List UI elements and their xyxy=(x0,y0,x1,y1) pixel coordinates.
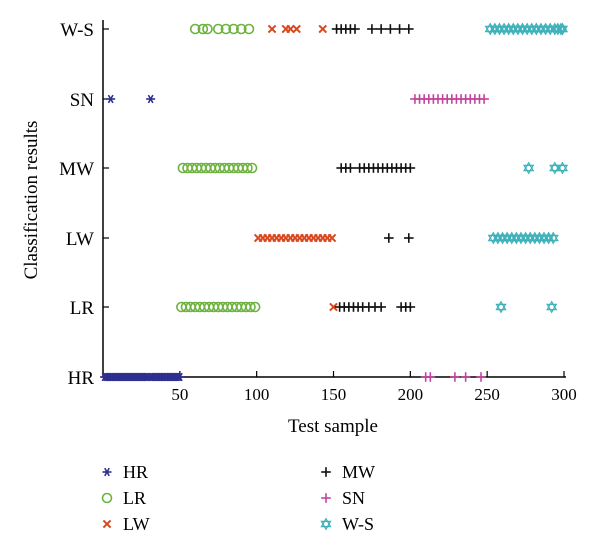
data-point xyxy=(450,372,460,382)
legend-label: HR xyxy=(123,462,148,482)
x-tick-label: 150 xyxy=(321,385,347,404)
data-point xyxy=(425,372,436,382)
data-point xyxy=(376,24,386,34)
legend-marker xyxy=(321,493,331,503)
legend-marker xyxy=(101,492,113,504)
data-point xyxy=(547,231,559,245)
legend-item: HR xyxy=(102,462,148,482)
x-tick-label: 200 xyxy=(398,385,424,404)
data-point xyxy=(405,302,416,312)
data-point xyxy=(329,302,338,312)
x-tick-label: 250 xyxy=(474,385,500,404)
series-lr xyxy=(176,23,261,313)
data-point xyxy=(385,24,396,34)
y-tick-label: MW xyxy=(59,159,94,180)
data-point xyxy=(220,23,232,35)
legend-label: W-S xyxy=(342,514,374,534)
data-point xyxy=(460,372,471,382)
data-point xyxy=(245,301,256,313)
y-tick-label: LW xyxy=(66,229,94,250)
data-point xyxy=(405,163,416,173)
series-lw xyxy=(253,24,338,312)
data-point xyxy=(523,161,535,175)
data-marks xyxy=(100,22,569,382)
data-point xyxy=(546,300,558,314)
series-w-s xyxy=(484,22,569,314)
data-point xyxy=(549,161,561,175)
y-axis-label: Classification results xyxy=(21,121,42,280)
legend-item: MW xyxy=(321,462,375,482)
data-point xyxy=(384,233,394,243)
legend-item: SN xyxy=(321,488,365,508)
legend-item: LW xyxy=(102,514,150,534)
y-tick-label: W-S xyxy=(60,20,94,41)
data-point xyxy=(175,372,185,382)
legend-item: W-S xyxy=(320,514,374,534)
data-point xyxy=(327,233,337,243)
data-point xyxy=(556,22,569,36)
series-hr xyxy=(100,94,185,382)
data-point xyxy=(197,23,209,35)
data-point xyxy=(403,24,414,34)
y-tick-label: HR xyxy=(68,368,95,389)
legend-label: LR xyxy=(123,488,146,508)
data-point xyxy=(189,23,201,35)
y-tick-label: SN xyxy=(70,90,95,111)
data-point xyxy=(212,23,224,35)
series-sn xyxy=(410,94,489,382)
data-point xyxy=(236,23,247,35)
data-point xyxy=(350,24,360,34)
x-tick-label: 100 xyxy=(244,385,270,404)
legend-marker xyxy=(321,467,331,477)
data-point xyxy=(249,301,261,313)
data-point xyxy=(202,23,213,35)
legend-marker xyxy=(102,467,112,477)
data-point xyxy=(243,23,255,35)
legend-label: SN xyxy=(342,488,365,508)
data-point xyxy=(267,24,277,34)
legend-marker xyxy=(102,519,112,529)
data-point xyxy=(345,163,356,173)
x-tick-label: 300 xyxy=(551,385,577,404)
data-point xyxy=(376,302,386,312)
legend-marker xyxy=(320,517,332,531)
data-point xyxy=(394,24,405,34)
data-point xyxy=(318,24,328,34)
legend-label: MW xyxy=(342,462,375,482)
series-mw xyxy=(331,24,416,312)
data-point xyxy=(479,94,489,104)
data-point xyxy=(476,372,486,382)
x-axis-label: Test sample xyxy=(288,416,378,437)
data-point xyxy=(246,162,258,174)
data-point xyxy=(403,233,414,243)
legend-item: LR xyxy=(101,488,146,508)
legend: HR LR LW MW SN W-S xyxy=(101,462,375,534)
data-point xyxy=(106,94,116,104)
data-point xyxy=(228,23,239,35)
data-point xyxy=(556,161,569,175)
data-point xyxy=(242,162,253,174)
legend-label: LW xyxy=(123,514,150,534)
data-point xyxy=(367,24,377,34)
y-tick-label: LR xyxy=(70,298,95,319)
data-point xyxy=(495,300,507,314)
data-point xyxy=(146,94,156,104)
data-point xyxy=(292,24,301,34)
x-tick-label: 50 xyxy=(171,385,188,404)
axes: 50 100 150 200 250 300 HR LR LW MW SN W-S xyxy=(59,20,577,404)
